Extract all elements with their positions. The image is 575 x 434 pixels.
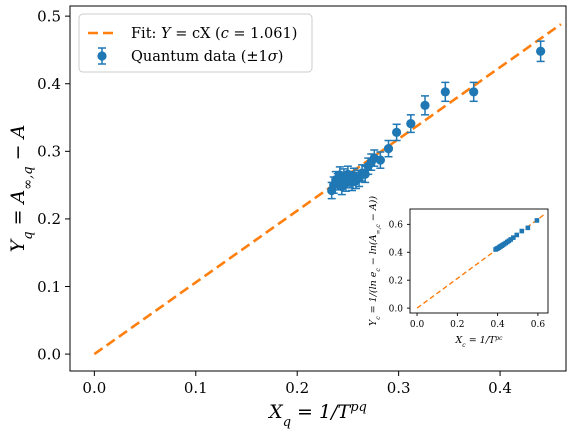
x-tick-label: 0.4 <box>490 320 505 330</box>
data-point <box>469 87 479 97</box>
inset-data-point <box>511 235 516 240</box>
data-point <box>536 46 546 56</box>
legend-data-label: Quantum data (±1σ) <box>131 49 283 65</box>
data-point <box>420 100 430 110</box>
inset-axes-plot <box>416 214 545 309</box>
x-tick-label: 0.6 <box>531 320 546 330</box>
x-tick-label: 0.3 <box>387 379 411 397</box>
x-axis-label: Xq = 1/Tpq <box>267 400 367 430</box>
x-tick-label: 0.2 <box>285 379 309 397</box>
inset-data-point <box>514 232 520 238</box>
x-tick-label: 0.0 <box>410 320 425 330</box>
y-tick-label: 0.6 <box>389 221 404 231</box>
data-point <box>392 127 402 137</box>
y-tick-label: 0.4 <box>389 248 404 258</box>
data-point <box>360 169 370 179</box>
x-axis-label: Xc = 1/Tpc <box>455 335 504 349</box>
main-axes-plot <box>93 23 562 356</box>
inset-data-point <box>508 237 514 242</box>
y-tick-label: 0.0 <box>37 345 61 363</box>
x-tick-label: 0.4 <box>488 379 512 397</box>
y-tick-label: 0.3 <box>37 143 61 161</box>
data-point <box>375 155 385 165</box>
legend-frame <box>78 13 313 73</box>
x-tick-label: 0.2 <box>450 320 464 330</box>
data-point <box>440 87 450 97</box>
y-tick-label: 0.0 <box>389 304 404 314</box>
data-point <box>406 119 416 129</box>
x-tick-label: 0.0 <box>82 379 106 397</box>
legend-data-swatch <box>97 51 107 61</box>
inset-data-point <box>534 218 540 223</box>
y-tick-label: 0.5 <box>37 7 61 25</box>
data-point <box>383 144 394 154</box>
y-axis-label: Yq = A∞,q − A <box>7 125 36 253</box>
y-tick-label: 0.2 <box>389 276 403 286</box>
inset-data-point <box>525 225 531 231</box>
legend-fit-label: Fit: Y = cX (c = 1.061) <box>131 26 297 42</box>
y-tick-label: 0.2 <box>37 210 61 228</box>
inset-axes: 0.0 0.2 0.4 0.6 0.0 0.2 0.4 0.6 Xc = 1/Tpc Yc = 1… <box>368 196 549 349</box>
y-axis-label: Yc = 1/(ln ec − ln(A∞,c − A)) <box>368 196 382 326</box>
inset-data-point <box>519 228 525 234</box>
x-tick-label: 0.1 <box>184 379 208 397</box>
y-tick-label: 0.1 <box>37 278 61 296</box>
y-tick-label: 0.4 <box>37 75 61 93</box>
legend: Fit: Y = cX (c = 1.061) Quantum data (±1σ… <box>78 13 313 73</box>
